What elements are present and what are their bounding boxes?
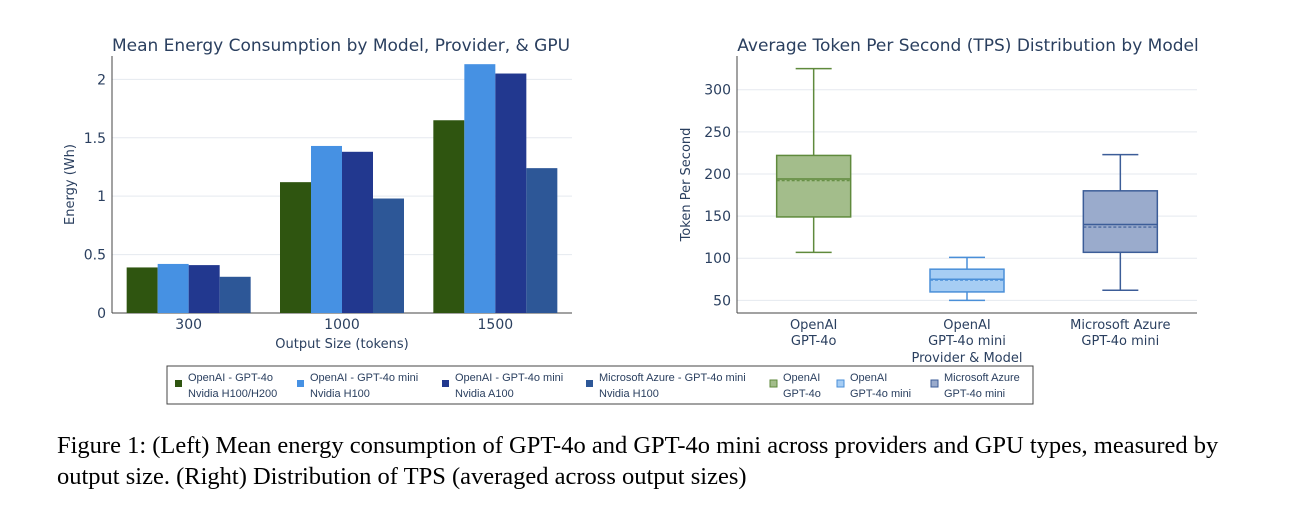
energy-bar [188,265,220,313]
legend-swatch [769,379,778,388]
legend-swatch [586,380,593,387]
right-y-tick-label: 150 [704,209,731,225]
box-iqr [775,154,852,218]
right-x-tick-label: Microsoft Azure [1070,318,1170,333]
left-y-axis-title: Energy (Wh) [63,144,78,225]
legend-swatch [297,380,304,387]
energy-bar [280,182,311,313]
legend-label: Nvidia A100 [455,388,514,400]
legend-swatch [930,379,939,388]
legend-box [166,365,1034,405]
left-y-tick-label: 0 [97,306,106,322]
legend-label: OpenAI - GPT-4o [188,372,273,384]
right-y-tick-label: 100 [704,251,731,267]
left-y-tick-label: 1 [97,189,106,205]
energy-bar [464,64,496,313]
legend-label: OpenAI [850,372,887,384]
right-y-axis-title: Token Per Second [679,128,694,243]
legend-label: OpenAI [783,372,820,384]
legend-label: Microsoft Azure [944,372,1020,384]
energy-bar [373,198,404,313]
left-x-tick-label: 1000 [324,317,360,333]
figure-charts: Mean Energy Consumption by Model, Provid… [63,36,1199,405]
legend-label: Nvidia H100 [310,388,370,400]
energy-bar [526,168,558,313]
right-y-tick-label: 300 [704,83,731,99]
energy-bar [433,120,465,313]
right-y-tick-label: 200 [704,167,731,183]
right-x-axis-title: Provider & Model [912,351,1023,366]
figure-caption: Figure 1: (Left) Mean energy consumption… [57,432,1219,490]
left-y-tick-label: 0.5 [84,248,106,264]
box-iqr [1082,190,1159,254]
right-y-tick-label: 50 [713,293,731,309]
legend-label: OpenAI - GPT-4o mini [310,372,418,384]
left-x-tick-label: 300 [175,317,202,333]
left-x-axis-title: Output Size (tokens) [275,337,408,352]
legend-label: GPT-4o mini [850,388,911,400]
legend-label: Nvidia H100 [599,388,659,400]
left-chart-title: Mean Energy Consumption by Model, Provid… [112,36,570,56]
left-x-tick-label: 1500 [478,317,514,333]
legend-label: GPT-4o [783,388,821,400]
energy-bar [126,267,158,313]
legend-swatch [442,380,449,387]
right-x-tick-label: GPT-4o [791,334,837,349]
legend-label: OpenAI - GPT-4o mini [455,372,563,384]
legend-label: GPT-4o mini [944,388,1005,400]
energy-bar [157,263,189,313]
legend-swatch [836,379,845,388]
right-x-tick-label: OpenAI [943,318,990,333]
left-y-tick-label: 2 [97,72,106,88]
energy-bar [219,276,251,313]
energy-bar [311,145,342,313]
right-x-tick-label: GPT-4o mini [1081,334,1159,349]
right-x-tick-label: GPT-4o mini [928,334,1006,349]
legend-label: Nvidia H100/H200 [188,388,277,400]
energy-bar [342,151,373,313]
legend-label: Microsoft Azure - GPT-4o mini [599,372,746,384]
right-x-tick-label: OpenAI [790,318,837,333]
legend-swatch [175,380,182,387]
energy-bar [495,73,527,313]
right-y-tick-label: 250 [704,125,731,141]
right-chart-title: Average Token Per Second (TPS) Distribut… [737,36,1198,56]
left-y-tick-label: 1.5 [84,131,106,147]
